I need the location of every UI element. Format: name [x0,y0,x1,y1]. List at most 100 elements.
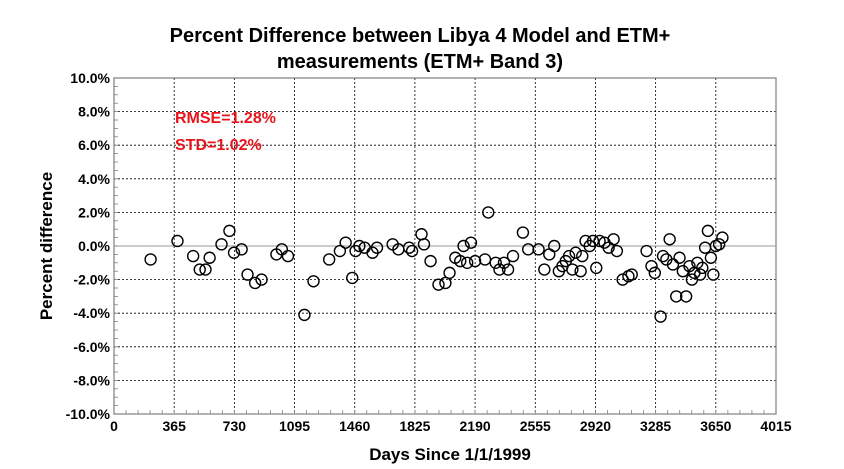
data-point [307,275,320,288]
data-point [656,249,670,263]
data-point [248,276,262,290]
x-tick-label: 2555 [520,418,551,434]
data-point [645,259,658,273]
y-tick-label: 6.0% [78,137,110,153]
data-point [171,234,184,248]
data-points [144,206,729,323]
data-point [707,268,720,281]
data-point [281,249,295,263]
data-point [203,251,216,264]
data-point [574,265,587,278]
data-point [402,241,416,254]
data-point [516,226,530,239]
data-point [548,239,561,253]
data-point [716,231,729,244]
data-point [590,261,603,275]
data-point [506,249,520,263]
data-point [215,238,228,251]
data-point [497,256,511,269]
data-point [298,308,311,322]
data-point [193,263,206,276]
x-tick-label: 730 [223,418,247,434]
data-point [648,266,662,280]
data-point [255,273,268,286]
y-axis-tick-labels: 10.0% 8.0% 6.0% 4.0% 2.0% 0.0% -2.0% -4.0% -6.0%… [66,70,111,422]
data-point [566,263,579,276]
data-point [489,256,502,269]
rmse-annotation: RMSE=1.28% [175,110,276,127]
data-point [663,233,676,246]
data-point [543,248,556,261]
data-point [666,258,680,271]
data-point [640,244,653,258]
x-tick-label: 1825 [399,418,430,434]
data-point [673,251,686,264]
data-point [586,234,600,248]
data-point [443,266,456,280]
data-point [223,224,236,238]
y-tick-label: -8.0% [73,372,110,388]
data-point [576,249,589,263]
data-point [625,268,638,281]
y-tick-label: 4.0% [78,171,110,187]
y-tick-label: 10.0% [70,70,110,86]
x-axis-tick-labels: 0 365 730 1095 1460 1825 2190 2555 2920 3285 3650 4… [110,418,792,434]
data-point [698,241,712,254]
y-tick-label: -6.0% [73,339,110,355]
minor-ticks [113,77,777,415]
x-tick-label: 2920 [580,418,611,434]
data-point [405,244,419,258]
data-point [333,244,347,258]
data-point [610,244,624,258]
y-tick-label: -2.0% [73,272,110,288]
data-point [186,249,200,263]
data-point [501,263,515,276]
x-tick-label: 0 [110,418,118,434]
data-point [468,254,482,268]
y-tick-label: 8.0% [78,104,110,120]
data-point [538,263,551,276]
x-axis-label: Days Since 1/1/1999 [369,445,531,464]
data-point [227,246,241,259]
data-point [593,234,606,248]
std-annotation: STD=1.02% [175,137,262,154]
data-point [353,239,366,253]
data-point [712,238,726,251]
y-tick-label: -10.0% [66,406,111,422]
x-tick-label: 3650 [700,418,731,434]
chart-title-line-1: Percent Difference between Libya 4 Model… [170,25,671,47]
data-point [464,236,478,249]
data-point [370,241,384,254]
data-point [417,238,431,251]
data-point [562,249,576,263]
x-tick-label: 1460 [339,418,370,434]
data-point [457,239,470,253]
data-point [696,261,709,275]
data-point [339,236,352,249]
data-point [424,254,437,268]
data-point [701,224,715,238]
data-point [493,263,506,276]
data-point [199,263,212,276]
data-point [415,228,428,241]
chart-title-line-2: measurements (ETM+ Band 3) [277,51,563,73]
data-point [275,243,289,256]
x-tick-label: 365 [163,418,187,434]
x-tick-label: 2190 [460,418,491,434]
data-point [569,246,582,259]
data-point [322,253,336,266]
data-point [454,254,467,268]
data-point [144,253,157,266]
y-tick-label: 2.0% [78,204,110,220]
data-point [670,290,683,303]
x-tick-label: 1095 [279,418,310,434]
y-tick-label: 0.0% [78,238,110,254]
data-point [693,268,707,281]
x-tick-label: 3285 [640,418,671,434]
data-point [439,276,452,290]
data-point [704,251,718,264]
data-point [460,256,474,269]
data-point [482,206,495,219]
data-point [654,310,667,323]
y-tick-label: -4.0% [73,305,110,321]
